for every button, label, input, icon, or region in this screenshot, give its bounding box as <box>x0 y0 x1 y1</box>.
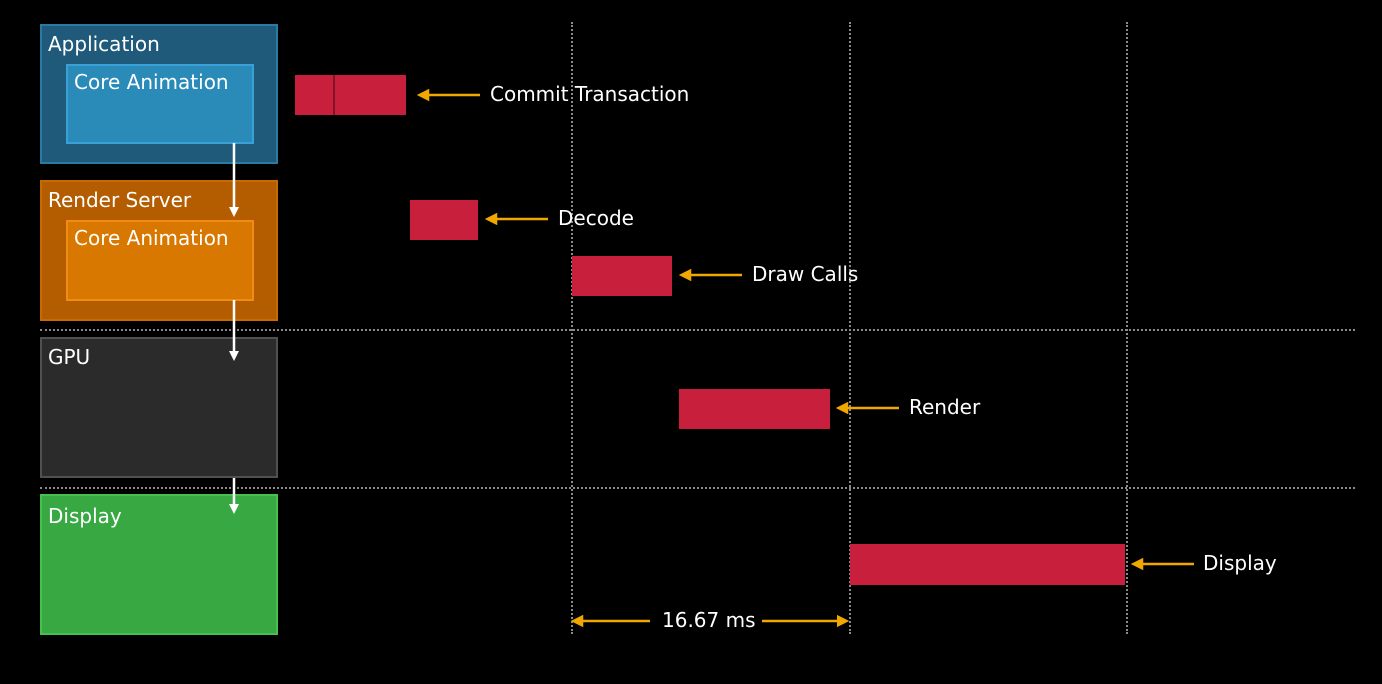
gpu-label: GPU <box>48 345 91 369</box>
lane-separator <box>40 487 1355 489</box>
display-bar <box>850 544 1125 585</box>
commit-transaction-label: Commit Transaction <box>490 82 690 106</box>
render-server-label: Render Server <box>48 188 192 212</box>
frame-boundary-line <box>571 22 573 634</box>
draw-calls-bar <box>572 256 672 296</box>
lane-separator <box>40 329 1355 331</box>
decode-label: Decode <box>558 206 634 230</box>
bar-divider <box>333 75 335 115</box>
frame-boundary-line <box>1126 22 1128 634</box>
application-label: Application <box>48 32 160 56</box>
render-server-box: Render Server Core Animation <box>40 180 278 321</box>
render-bar <box>679 389 830 429</box>
draw-calls-label: Draw Calls <box>752 262 859 286</box>
commit-transaction-bar <box>295 75 406 115</box>
display-lane-label: Display <box>48 504 122 528</box>
core-animation-app-label: Core Animation <box>74 70 229 94</box>
decode-bar <box>410 200 478 240</box>
core-animation-render-box: Core Animation <box>66 220 254 301</box>
core-animation-app-box: Core Animation <box>66 64 254 144</box>
frame-boundary-line <box>849 22 851 634</box>
display-event-label: Display <box>1203 551 1277 575</box>
application-box: Application Core Animation <box>40 24 278 164</box>
frame-duration-label: 16.67 ms <box>656 608 762 632</box>
display-box: Display <box>40 494 278 635</box>
core-animation-render-label: Core Animation <box>74 226 229 250</box>
render-label: Render <box>909 395 981 419</box>
